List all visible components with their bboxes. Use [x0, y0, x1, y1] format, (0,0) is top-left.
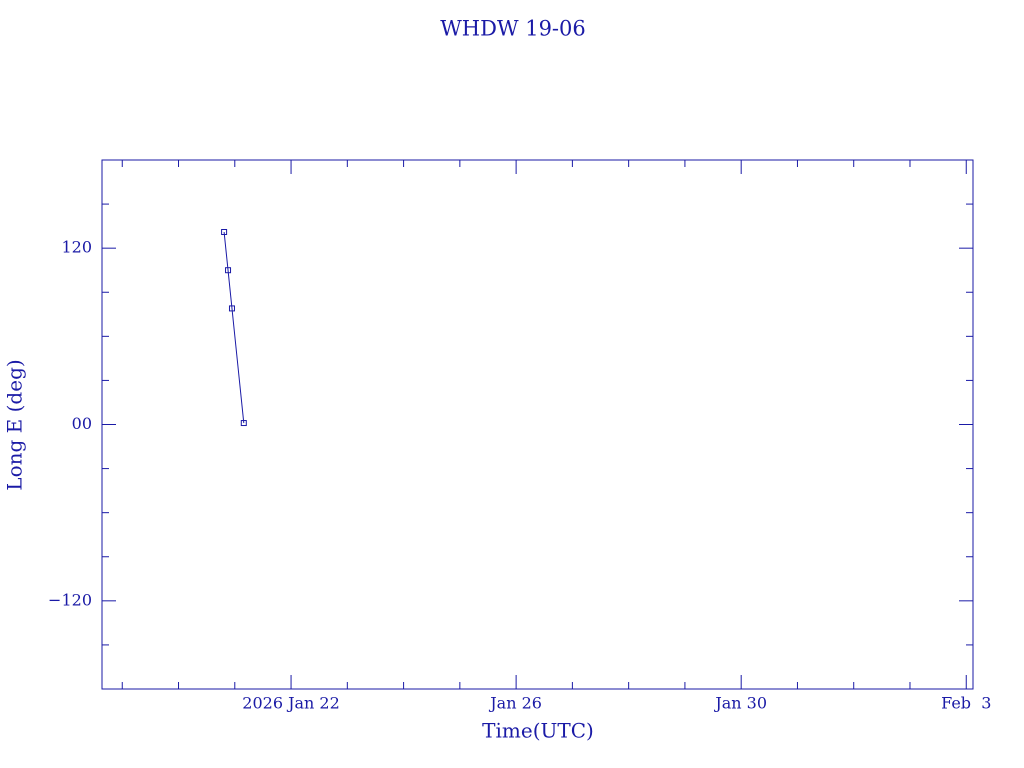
- data-line: [223, 231, 245, 424]
- chart-title: WHDW 19-06: [440, 17, 586, 41]
- data-point: [221, 229, 228, 236]
- x-tick-label: 2026 Jan 22: [242, 694, 340, 713]
- x-axis-label: Time(UTC): [482, 719, 594, 743]
- plot-frame: [101, 159, 974, 690]
- x-tick-label: Jan 26: [488, 694, 542, 713]
- data-point: [225, 267, 232, 274]
- data-point: [240, 420, 247, 427]
- data-point: [228, 305, 235, 312]
- x-tick-label: Feb 3: [941, 694, 991, 713]
- y-tick-label: 120: [61, 238, 92, 257]
- y-axis-label: Long E (deg): [3, 359, 27, 490]
- x-tick-label: Jan 30: [713, 694, 767, 713]
- y-tick-label: −120: [48, 590, 92, 609]
- y-tick-label: 00: [72, 414, 92, 433]
